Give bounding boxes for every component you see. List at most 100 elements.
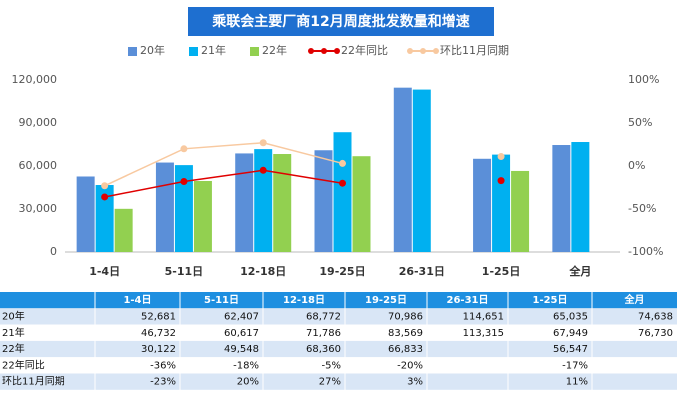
legend-label: 环比11月同期: [440, 44, 509, 57]
legend-label: 21年: [201, 43, 226, 57]
table-row-label: 环比11月同期: [2, 376, 65, 388]
bar: [412, 89, 431, 252]
line-point: [259, 139, 267, 147]
table-cell: 46,732: [141, 328, 176, 339]
legend-swatch: [250, 47, 259, 56]
table-cell: 60,617: [224, 328, 259, 339]
bar: [76, 176, 95, 252]
table-header: 26-31日: [447, 294, 489, 306]
x-tick-label: 26-31日: [399, 265, 445, 278]
title-box: [188, 7, 494, 36]
table-cell: 74,638: [638, 311, 673, 322]
legend-dot: [321, 48, 327, 54]
table-cell: 62,407: [224, 311, 259, 322]
table-cell: -23%: [150, 377, 176, 388]
table-cell: 71,786: [306, 328, 341, 339]
table-cell: -17%: [562, 360, 588, 371]
table-cell: 113,315: [463, 328, 504, 339]
y-tick-label: 90,000: [19, 116, 58, 129]
table-cell: -5%: [322, 360, 341, 371]
bar: [511, 170, 530, 252]
chart-title: 乘联会主要厂商12月周度批发数量和增速: [211, 13, 469, 30]
legend-label: 22年: [262, 43, 287, 57]
table-cell: 67,949: [553, 328, 588, 339]
bar: [314, 150, 333, 252]
bar: [174, 165, 193, 252]
bar: [492, 154, 511, 252]
bar: [352, 156, 371, 252]
line-point: [259, 166, 267, 174]
table-cell: 27%: [319, 377, 341, 388]
legend-dot: [308, 48, 314, 54]
bar: [273, 154, 292, 252]
table-cell: -18%: [233, 360, 259, 371]
table-header: 1-4日: [123, 294, 151, 306]
table-header-bg: [0, 292, 677, 309]
legend-dot: [433, 48, 439, 54]
line-point: [497, 153, 505, 161]
table-header: 1-25日: [532, 294, 567, 306]
legend-label: 22年同比: [341, 43, 388, 57]
table-cell: 68,360: [306, 344, 341, 355]
bar: [193, 180, 212, 252]
bar: [235, 153, 254, 252]
table-row-label: 22年: [2, 342, 25, 355]
table-cell: 20%: [237, 377, 259, 388]
x-tick-label: 19-25日: [319, 265, 365, 278]
bar: [114, 208, 133, 252]
line-point: [339, 179, 346, 187]
table-cell: -36%: [150, 360, 176, 371]
table-cell: -20%: [397, 360, 423, 371]
table-cell: 3%: [407, 377, 423, 388]
y2-tick-label: 0%: [628, 159, 645, 172]
line-point: [339, 159, 346, 167]
y-tick-label: 30,000: [19, 202, 58, 215]
y2-tick-label: 100%: [628, 73, 659, 86]
table-cell: 49,548: [224, 344, 259, 355]
y2-tick-label: -50%: [628, 202, 656, 215]
line-point: [101, 182, 109, 190]
table-cell: 65,035: [553, 311, 588, 322]
table-cell: 30,122: [141, 344, 176, 355]
legend-swatch: [189, 47, 198, 56]
x-tick-label: 5-11日: [165, 265, 204, 278]
legend-label: 20年: [140, 43, 165, 57]
table-cell: 70,986: [388, 311, 423, 322]
line: [104, 142, 343, 187]
legend-dot: [420, 48, 426, 54]
table-cell: 52,681: [141, 311, 176, 322]
table-header: 5-11日: [204, 294, 239, 306]
table-header: 全月: [624, 293, 645, 306]
y2-tick-label: 50%: [628, 116, 652, 129]
bar: [254, 149, 273, 252]
table-row-label: 22年同比: [2, 358, 45, 371]
line-point: [180, 177, 188, 185]
table-header: 12-18日: [283, 294, 325, 306]
bar: [155, 162, 174, 252]
line-point: [180, 145, 188, 153]
line-point: [497, 177, 505, 185]
x-tick-label: 1-25日: [482, 265, 521, 278]
y-tick-label: 60,000: [19, 159, 58, 172]
x-tick-label: 12-18日: [240, 265, 286, 278]
bar: [95, 185, 114, 252]
bar: [571, 142, 590, 252]
legend-dot: [334, 48, 340, 54]
bar: [333, 132, 352, 252]
table-header: 19-25日: [365, 294, 407, 306]
x-tick-label: 1-4日: [89, 265, 120, 278]
table-cell: 76,730: [638, 328, 673, 339]
legend-swatch: [128, 47, 137, 56]
bar: [473, 158, 492, 252]
line-point: [101, 193, 109, 201]
table-row-label: 21年: [2, 326, 25, 339]
table-cell: 56,547: [553, 344, 588, 355]
table-cell: 68,772: [306, 311, 341, 322]
table-row-label: 20年: [2, 309, 25, 322]
bar: [393, 87, 412, 252]
bar: [552, 145, 571, 252]
table-cell: 83,569: [388, 328, 423, 339]
table-cell: 11%: [566, 377, 588, 388]
line: [104, 169, 343, 198]
